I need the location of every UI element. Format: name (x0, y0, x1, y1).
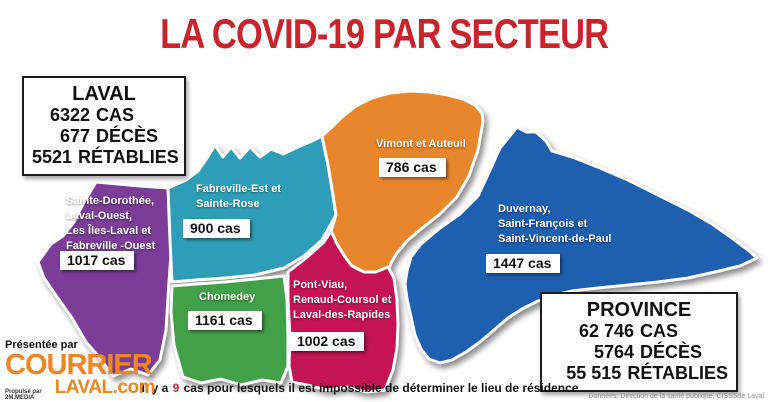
sector-label-sainte-dorothee: Sainte-Dorothée, Laval-Ouest, Les Îles-L… (66, 194, 155, 254)
powered-by-label: Propulsé par 2M.MEDIA (5, 389, 42, 401)
laval-cases-value: 6322 (49, 105, 90, 125)
cases-badge-vimont-auteuil: 786 cas (379, 158, 446, 177)
sector-label-pont-viau: Pont-Viau, Renaud-Coursol et Laval-des-R… (293, 278, 391, 323)
sector-region-pont-viau (286, 229, 400, 394)
laval-com-logo: LAVAL.com (54, 377, 156, 398)
brand-row: Propulsé par 2M.MEDIA LAVAL.com (5, 377, 156, 401)
province-deaths-value: 5764 (593, 342, 634, 362)
presented-by-label: Présentée par (5, 339, 78, 351)
province-cases-row: 62 746 CAS (550, 321, 728, 342)
laval-totals-box: LAVAL 6322 CAS 677 DÉCÈS 5521 RÉTABLIES (22, 76, 186, 176)
sector-label-chomedey: Chomedey (199, 290, 255, 305)
province-recovered-value: 55 515 (566, 363, 622, 383)
note-count: 9 (172, 381, 180, 395)
province-recovered-label: RÉTABLIES (627, 363, 728, 383)
data-source-credit: Données: Direction de la santé publique,… (588, 393, 765, 400)
laval-box-title: LAVAL (72, 83, 136, 105)
sector-region-chomedey (169, 274, 290, 387)
province-deaths-row: 5764 DÉCÈS (550, 342, 728, 363)
publisher-credits: Présentée par COURRIER Propulsé par 2M.M… (5, 339, 156, 401)
cases-badge-fabreville-est: 900 cas (183, 219, 250, 238)
laval-recovered-row: 5521 RÉTABLIES (32, 147, 179, 168)
province-recovered-row: 55 515 RÉTABLIES (550, 363, 728, 384)
cases-badge-pont-viau: 1002 cas (290, 332, 365, 351)
laval-deaths-value: 677 (59, 126, 90, 146)
sector-region-fabreville-est (166, 134, 338, 284)
page-title: LA COVID-19 PAR SECTEUR (159, 10, 609, 57)
sector-label-vimont-auteuil: Vimont et Auteuil (376, 137, 466, 152)
page-title-wrap: LA COVID-19 PAR SECTEUR (0, 10, 768, 58)
province-cases-label: CAS (640, 321, 679, 341)
laval-recovered-value: 5521 (32, 147, 73, 167)
sector-name-vimont-auteuil: Vimont et Auteuil (376, 138, 466, 150)
undetermined-residence-note: Il y a 9 cas pour lesquels il est imposs… (120, 381, 600, 395)
province-totals-box: PROVINCE 62 746 CAS 5764 DÉCÈS 55 515 RÉ… (540, 292, 738, 392)
cases-badge-sainte-dorothee: 1017 cas (60, 251, 135, 270)
province-cases-value: 62 746 (578, 321, 634, 341)
province-deaths-label: DÉCÈS (640, 342, 703, 362)
laval-cases-label: CAS (96, 105, 135, 125)
sector-region-duvernay (403, 125, 759, 365)
sector-name-fabreville-est: Fabreville-Est et Sainte-Rose (196, 183, 281, 210)
province-box-title: PROVINCE (586, 299, 692, 321)
sector-name-sainte-dorothee: Sainte-Dorothée, Laval-Ouest, Les Îles-L… (66, 195, 156, 252)
note-suffix: cas pour lesquels il est impossible de d… (180, 381, 579, 395)
laval-deaths-label: DÉCÈS (96, 126, 159, 146)
laval-deaths-row: 677 DÉCÈS (32, 126, 176, 147)
sector-name-pont-viau: Pont-Viau, Renaud-Coursol et Laval-des-R… (293, 279, 392, 321)
sector-label-duvernay: Duvernay, Saint-François et Saint-Vincen… (498, 202, 611, 247)
note-prefix: Il y a (141, 381, 172, 395)
laval-recovered-label: RÉTABLIES (78, 147, 179, 167)
cases-badge-chomedey: 1161 cas (188, 311, 262, 330)
sector-label-fabreville-est: Fabreville-Est et Sainte-Rose (196, 182, 281, 212)
sector-name-duvernay: Duvernay, Saint-François et Saint-Vincen… (498, 203, 612, 245)
cases-badge-duvernay: 1447 cas (486, 254, 561, 273)
laval-cases-row: 6322 CAS (32, 105, 176, 126)
sector-name-chomedey: Chomedey (199, 291, 256, 303)
courrier-logo: COURRIER (5, 349, 153, 381)
